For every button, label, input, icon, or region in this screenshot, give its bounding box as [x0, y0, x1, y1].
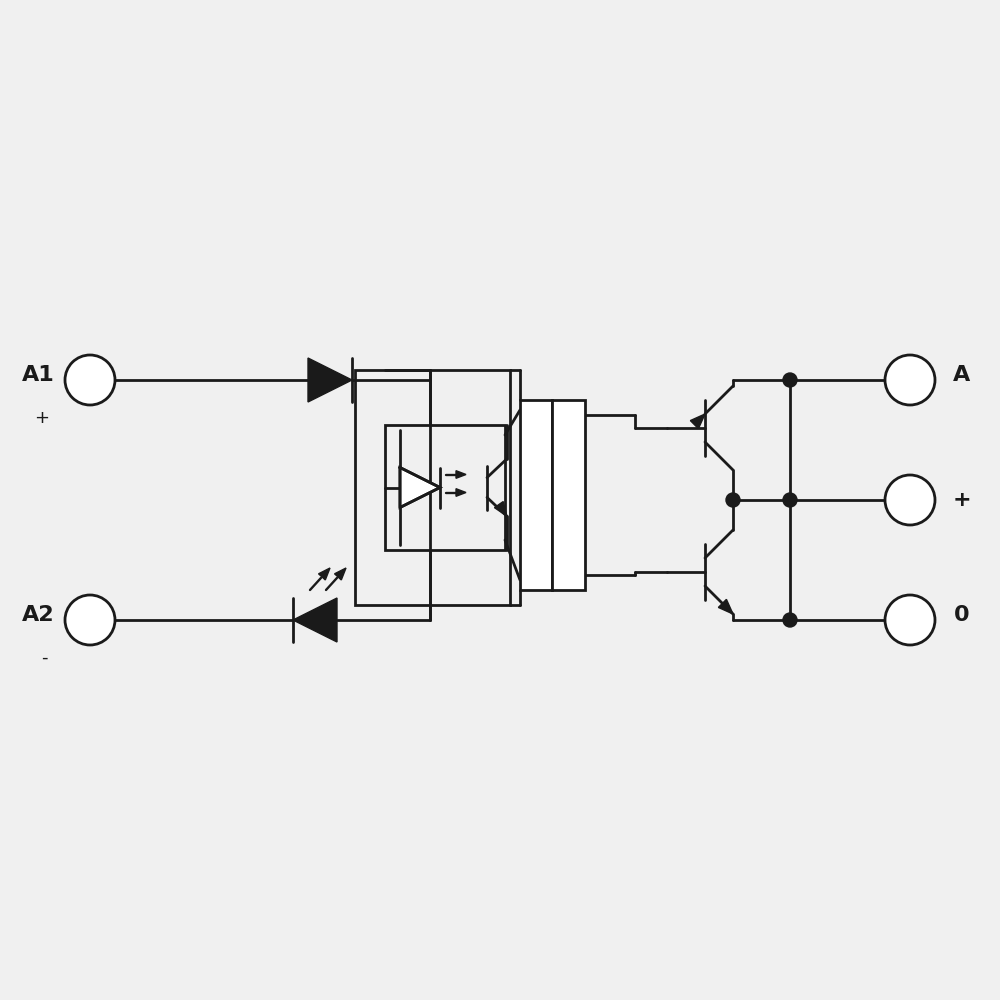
Polygon shape: [494, 502, 507, 516]
Circle shape: [885, 595, 935, 645]
Bar: [355, 370, 510, 605]
Circle shape: [65, 595, 115, 645]
Polygon shape: [718, 599, 733, 614]
Polygon shape: [293, 598, 337, 642]
Circle shape: [885, 355, 935, 405]
Text: -: -: [41, 649, 47, 667]
Circle shape: [783, 493, 797, 507]
Polygon shape: [319, 568, 330, 580]
Bar: [385, 425, 505, 550]
Polygon shape: [335, 568, 346, 580]
Text: +: +: [953, 490, 971, 510]
Circle shape: [783, 613, 797, 627]
Circle shape: [885, 475, 935, 525]
Polygon shape: [456, 471, 466, 478]
Circle shape: [783, 373, 797, 387]
Bar: [552, 400, 585, 590]
Polygon shape: [308, 358, 352, 402]
Bar: [520, 400, 552, 590]
Text: 0: 0: [954, 605, 970, 625]
Circle shape: [726, 493, 740, 507]
Text: +: +: [34, 409, 50, 427]
Polygon shape: [690, 414, 705, 429]
Text: A1: A1: [22, 365, 54, 385]
Text: A2: A2: [22, 605, 54, 625]
Polygon shape: [456, 489, 466, 496]
Text: A: A: [953, 365, 971, 385]
Polygon shape: [400, 468, 440, 508]
Circle shape: [65, 355, 115, 405]
